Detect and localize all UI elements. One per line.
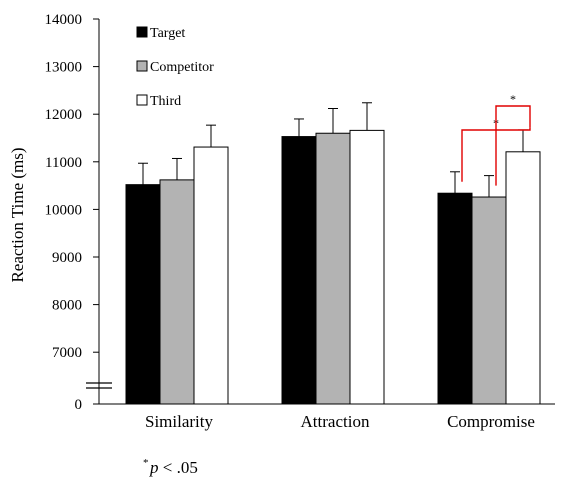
y-tick-label: 13000 [45,60,83,76]
bar-competitor [315,132,351,405]
footnote-star: * [143,457,149,469]
legend-label: Competitor [150,60,214,75]
y-tick-label: 12000 [45,107,83,123]
y-tick-label: 11000 [45,155,82,171]
bar-third [505,151,541,405]
bar-target [437,192,473,405]
significance-brackets: ** [461,92,531,186]
bracket-competitor-third [495,105,531,186]
footnote: * p < .05 [143,457,198,477]
y-tick-label: 9000 [52,250,82,266]
y-tick-label: 8000 [52,298,82,314]
bar-target [281,136,317,405]
legend-swatch [136,94,148,106]
bar-competitor [159,179,195,405]
bars [125,102,541,405]
y-tick-label: 0 [75,397,83,413]
x-axis-category-labels: Similarity Attraction Compromise [145,412,535,431]
bar-third [193,146,229,405]
bar-third [349,129,385,405]
legend: Target Competitor Third [136,26,214,109]
y-tick-label: 14000 [45,12,83,28]
y-tick-label: 10000 [45,202,83,218]
legend-label: Target [150,26,185,41]
bar-target [125,184,161,405]
footnote-text: p < .05 [149,458,198,477]
legend-label: Third [150,94,181,109]
x-category-label: Compromise [447,412,535,431]
y-axis-title: Reaction Time (ms) [8,147,27,282]
legend-swatch [136,26,148,38]
bar-competitor [471,196,507,405]
x-category-label: Attraction [301,412,370,431]
significance-star: * [510,92,516,106]
x-category-label: Similarity [145,412,214,431]
y-axis-ticks: 0 7000 8000 9000 10000 11000 12000 13000 14000 [45,12,99,413]
legend-swatch [136,60,148,72]
y-tick-label: 7000 [52,345,82,361]
